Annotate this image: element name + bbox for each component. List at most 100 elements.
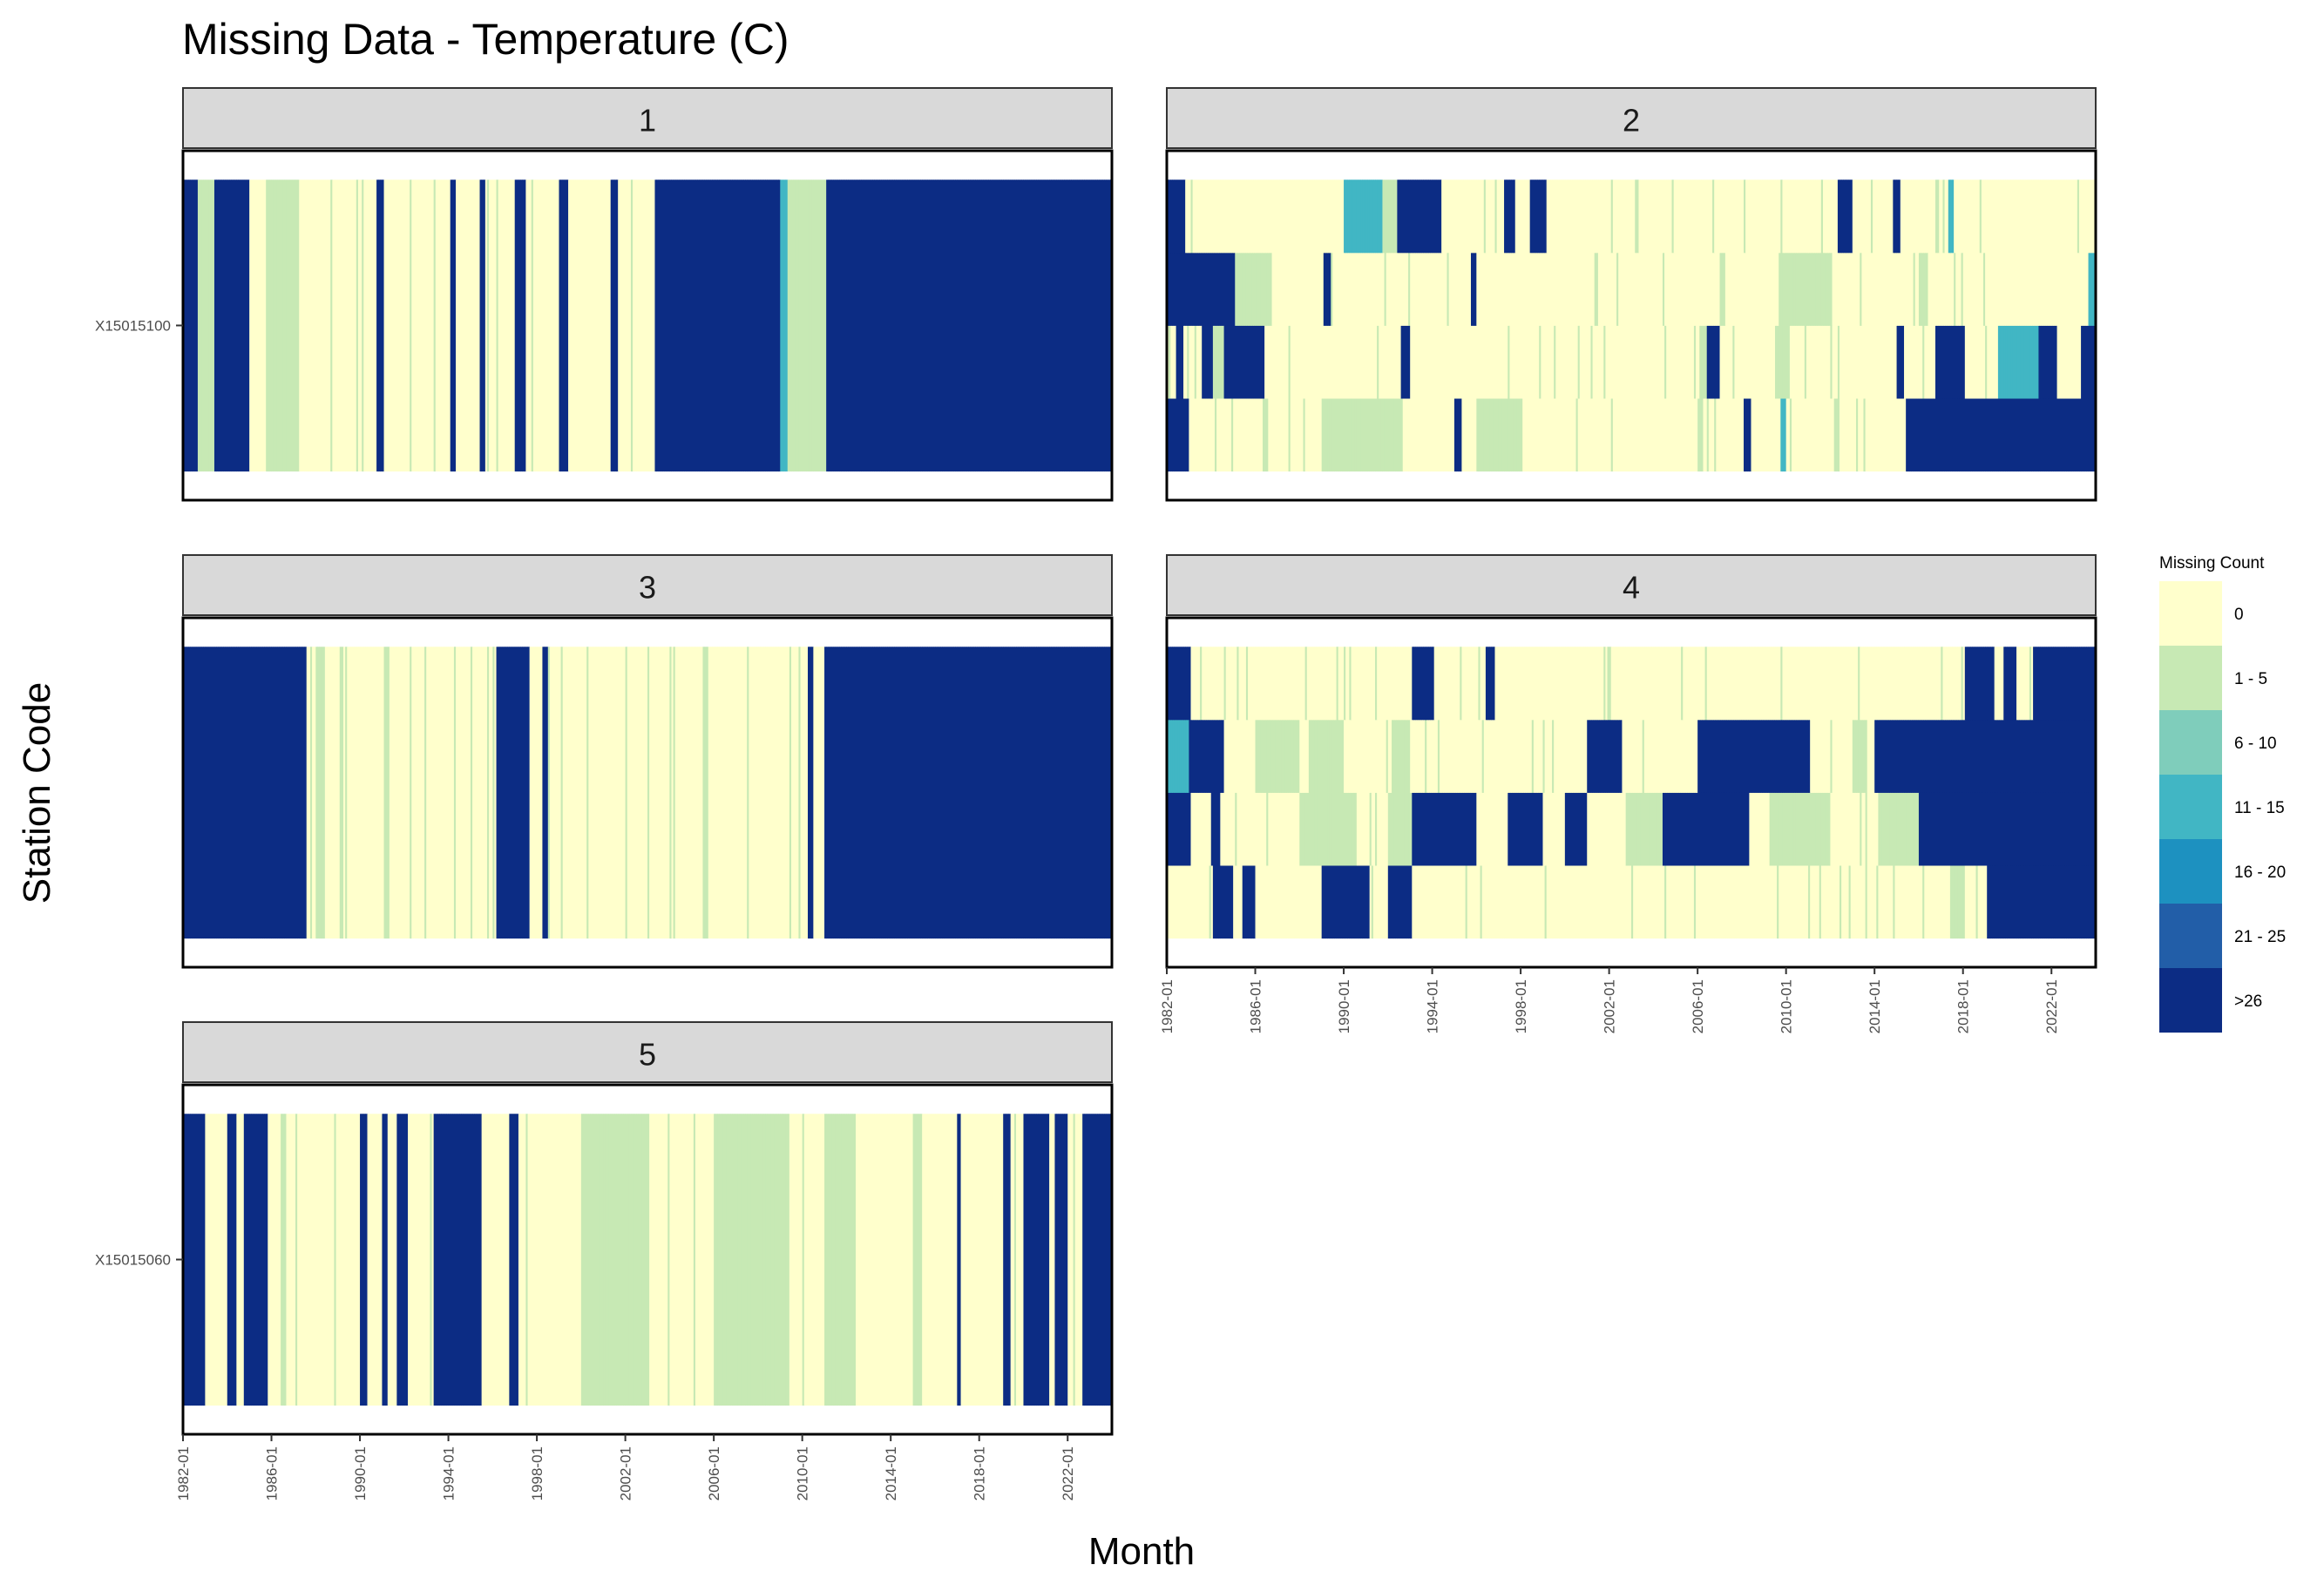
heatmap-cell: [1921, 179, 1923, 254]
heatmap-cell: [1900, 252, 1903, 326]
heatmap-cell: [1397, 252, 1399, 326]
heatmap-cell: [2071, 719, 2075, 793]
heatmap-cell: [1351, 252, 1354, 326]
heatmap-cell: [1190, 252, 1194, 326]
heatmap-cell: [1557, 647, 1561, 721]
heatmap-cell: [559, 647, 562, 939]
heatmap-cell: [866, 179, 870, 472]
heatmap-cell: [1668, 325, 1670, 399]
heatmap-cell: [1450, 252, 1453, 326]
heatmap-cell: [1612, 398, 1616, 472]
heatmap-cell: [1108, 179, 1111, 472]
heatmap-cell: [1288, 719, 1291, 793]
heatmap-cell: [1643, 398, 1647, 472]
heatmap-cell: [1594, 865, 1597, 939]
heatmap-cell: [1840, 325, 1842, 399]
heatmap-cell: [947, 179, 951, 472]
heatmap-cell: [1177, 325, 1181, 399]
heatmap-cell: [1448, 792, 1452, 866]
heatmap-cell: [1194, 398, 1197, 472]
heatmap-cell: [2055, 252, 2058, 326]
heatmap-cell: [1531, 325, 1535, 399]
heatmap-cell: [1270, 179, 1273, 254]
heatmap-cell: [1691, 252, 1695, 326]
heatmap-cell: [203, 179, 206, 472]
heatmap-cell: [411, 647, 414, 939]
heatmap-cell: [1453, 252, 1457, 326]
heatmap-cell: [1777, 398, 1779, 472]
heatmap-cell: [1498, 179, 1501, 254]
heatmap-cell: [1542, 325, 1546, 399]
heatmap-cell: [2045, 719, 2049, 793]
heatmap-cell: [2023, 865, 2027, 939]
heatmap-cell: [1579, 252, 1582, 326]
heatmap-cell: [2025, 179, 2029, 254]
heatmap-cell: [1511, 865, 1514, 939]
heatmap-cell: [1670, 719, 1673, 793]
heatmap-cell: [1331, 325, 1333, 399]
heatmap-cell: [1473, 865, 1475, 939]
heatmap-cell: [1349, 792, 1352, 866]
heatmap-cell: [1949, 325, 1953, 399]
heatmap-cell: [608, 179, 612, 472]
heatmap-cell: [251, 179, 254, 472]
heatmap-cell: [1968, 252, 1971, 326]
heatmap-cell: [1522, 398, 1525, 472]
heatmap-cell: [1772, 647, 1776, 721]
heatmap-cell: [1906, 865, 1908, 939]
heatmap-cell: [1887, 325, 1890, 399]
heatmap-cell: [1189, 252, 1191, 326]
heatmap-cell: [193, 179, 197, 472]
heatmap-cell: [1820, 179, 1824, 254]
heatmap-cell: [1627, 792, 1630, 866]
heatmap-cell: [1708, 792, 1711, 866]
heatmap-cell: [1688, 179, 1691, 254]
heatmap-cell: [1618, 179, 1621, 254]
heatmap-cell: [1433, 398, 1437, 472]
heatmap-cell: [1496, 719, 1500, 793]
heatmap-cell: [1344, 647, 1346, 721]
heatmap-cell: [1465, 252, 1468, 326]
heatmap-cell: [1210, 865, 1214, 939]
heatmap-cell: [1843, 398, 1846, 472]
heatmap-cell: [884, 647, 888, 939]
heatmap-cell: [1653, 865, 1656, 939]
heatmap-cell: [1169, 865, 1171, 939]
heatmap-cell: [1379, 325, 1381, 399]
heatmap-cell: [1453, 325, 1457, 399]
heatmap-cell: [1487, 865, 1490, 939]
heatmap-cell: [699, 179, 701, 472]
heatmap-cell: [1089, 647, 1093, 939]
heatmap-cell: [2030, 325, 2034, 399]
heatmap-cell: [1873, 179, 1875, 254]
heatmap-cell: [1533, 252, 1536, 326]
heatmap-cell: [810, 179, 812, 472]
heatmap-cell: [1071, 647, 1074, 939]
heatmap-cell: [1225, 647, 1229, 721]
heatmap-cell: [1837, 647, 1840, 721]
heatmap-cell: [1183, 179, 1186, 254]
heatmap-cell: [1260, 719, 1264, 793]
heatmap-cell: [1972, 398, 1975, 472]
heatmap-cell: [1187, 398, 1189, 472]
heatmap-cell: [422, 647, 425, 939]
heatmap-cell: [1212, 647, 1216, 721]
heatmap-cell: [1489, 792, 1492, 866]
heatmap-cell: [2038, 179, 2042, 254]
heatmap-cell: [1797, 252, 1799, 326]
heatmap-cell: [1197, 647, 1201, 721]
heatmap-cell: [1658, 647, 1662, 721]
heatmap-cell: [1518, 719, 1521, 793]
heatmap-cell: [1319, 719, 1323, 793]
heatmap-cell: [1187, 179, 1189, 254]
heatmap-cell: [1952, 792, 1955, 866]
heatmap-cell: [1600, 398, 1602, 472]
heatmap-cell: [1918, 792, 1921, 866]
heatmap-cell: [1260, 179, 1264, 254]
heatmap-cell: [1384, 179, 1387, 254]
heatmap-cell: [1170, 647, 1173, 721]
heatmap-cell: [992, 647, 995, 939]
heatmap-cell: [1610, 252, 1614, 326]
heatmap-cell: [1379, 398, 1381, 472]
heatmap-cell: [1494, 865, 1498, 939]
